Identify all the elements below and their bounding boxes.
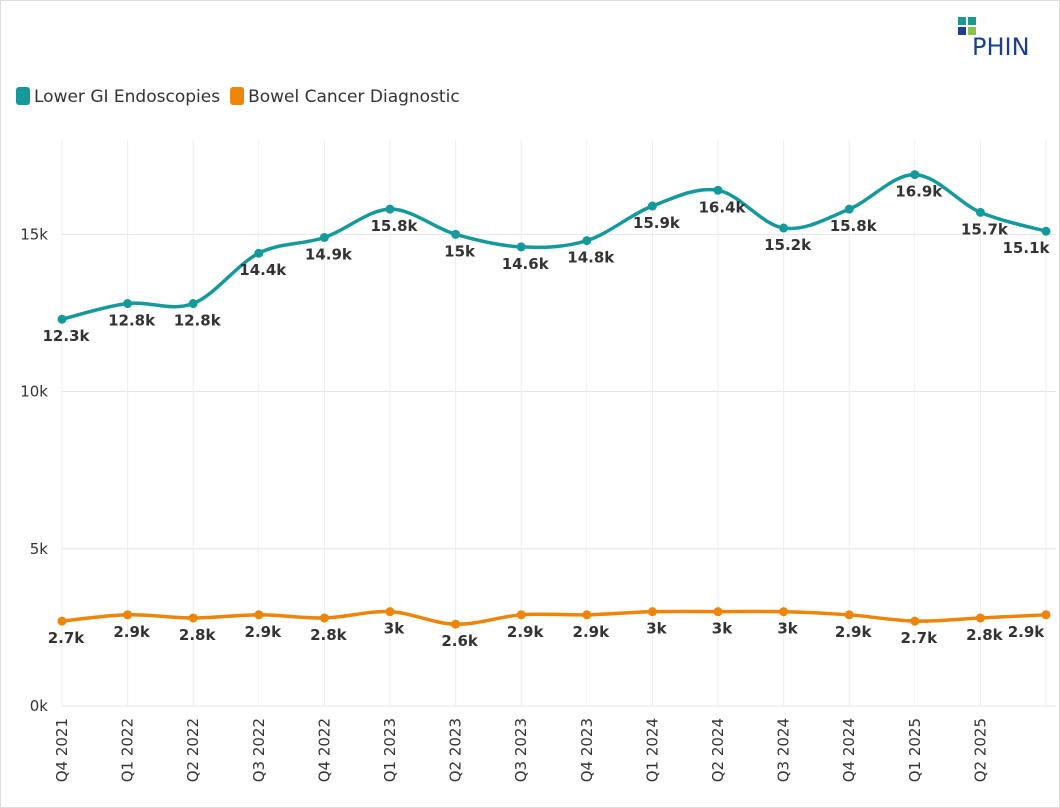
x-tick-label: Q4 2022 <box>315 718 333 782</box>
x-tick-label: Q3 2022 <box>250 718 268 782</box>
series-line <box>61 172 1047 321</box>
data-label: 2.7k <box>901 629 939 647</box>
x-tick-label: Q2 2022 <box>184 718 202 782</box>
data-label: 3k <box>646 620 667 638</box>
data-point <box>57 314 67 324</box>
data-label: 16.9k <box>895 183 943 201</box>
x-tick-label: Q3 2024 <box>775 718 793 782</box>
data-label: 2.8k <box>179 626 217 644</box>
data-label: 2.9k <box>573 623 611 641</box>
data-point <box>123 610 133 620</box>
logo-square <box>968 27 976 35</box>
legend-label: Lower GI Endoscopies <box>34 87 220 107</box>
data-label: 15.7k <box>961 220 1009 238</box>
data-point <box>910 616 920 626</box>
data-point <box>385 607 395 617</box>
x-tick-label: Q4 2023 <box>578 718 596 782</box>
x-tick-label: Q2 2023 <box>447 718 465 782</box>
x-tick-label: Q2 2025 <box>971 718 989 782</box>
data-label: 16.4k <box>699 198 747 216</box>
data-label: 3k <box>712 620 733 638</box>
data-label: 15.2k <box>764 236 812 254</box>
data-label: 2.9k <box>835 623 873 641</box>
data-point <box>713 607 723 617</box>
data-point <box>123 299 133 309</box>
y-tick-label: 15k <box>20 225 48 243</box>
data-label: 15.9k <box>633 214 681 232</box>
data-label: 2.7k <box>48 629 86 647</box>
data-point <box>910 170 920 180</box>
legend-swatch <box>230 87 245 105</box>
data-point <box>188 613 198 623</box>
data-label: 14.9k <box>305 245 353 263</box>
data-label: 2.8k <box>310 626 348 644</box>
data-point <box>188 299 198 309</box>
data-label: 2.9k <box>507 623 545 641</box>
data-point <box>254 610 264 620</box>
x-tick-label: Q3 2023 <box>512 718 530 782</box>
logo: PHIN <box>958 17 1030 61</box>
data-label: 2.9k <box>113 623 151 641</box>
logo-square <box>958 27 966 35</box>
data-point <box>647 201 657 211</box>
y-tick-label: 10k <box>20 383 48 401</box>
data-point <box>254 248 264 258</box>
logo-square <box>968 17 976 25</box>
data-point <box>582 610 592 620</box>
data-label: 3k <box>777 620 798 638</box>
x-tick-label: Q4 2024 <box>840 718 858 782</box>
logo-text: PHIN <box>972 33 1030 61</box>
x-tick-label: Q2 2024 <box>709 718 727 782</box>
data-point <box>319 232 329 242</box>
x-tick-label: Q1 2023 <box>381 718 399 782</box>
x-tick-label: Q4 2021 <box>53 718 71 782</box>
data-label: 2.9k <box>1008 623 1046 641</box>
data-point <box>779 607 789 617</box>
data-point <box>582 236 592 246</box>
y-tick-label: 0k <box>30 697 49 715</box>
data-label: 15.8k <box>830 217 878 235</box>
data-label: 3k <box>384 620 405 638</box>
data-point <box>385 204 395 214</box>
data-point <box>779 223 789 233</box>
data-label: 2.8k <box>966 626 1004 644</box>
data-label: 12.8k <box>108 312 156 330</box>
data-point <box>1041 226 1051 236</box>
data-point <box>516 242 526 252</box>
data-label: 14.6k <box>502 255 550 273</box>
x-tick-label: Q1 2025 <box>906 718 924 782</box>
data-point <box>516 610 526 620</box>
data-label: 14.4k <box>239 261 287 279</box>
series-line <box>61 609 1047 626</box>
data-label: 15.8k <box>371 217 419 235</box>
data-label: 2.6k <box>441 632 479 650</box>
data-label: 15.1k <box>1003 239 1051 257</box>
data-label: 12.3k <box>43 327 91 345</box>
x-tick-label: Q1 2022 <box>119 718 137 782</box>
data-point <box>1041 610 1051 620</box>
data-point <box>844 610 854 620</box>
data-label: 2.9k <box>245 623 283 641</box>
data-point <box>975 207 985 217</box>
data-point <box>844 204 854 214</box>
legend-label: Bowel Cancer Diagnostic <box>248 87 460 107</box>
data-point <box>57 616 67 626</box>
legend-swatch <box>16 87 30 105</box>
data-label: 14.8k <box>567 249 615 267</box>
data-point <box>647 607 657 617</box>
data-label: 12.8k <box>174 312 222 330</box>
logo-square <box>958 17 966 25</box>
data-point <box>713 185 723 195</box>
data-point <box>451 229 461 239</box>
data-point <box>975 613 985 623</box>
data-point <box>451 619 461 629</box>
y-tick-label: 5k <box>30 540 49 558</box>
data-point <box>319 613 329 623</box>
data-label: 15k <box>444 242 476 260</box>
x-tick-label: Q1 2024 <box>643 718 661 782</box>
